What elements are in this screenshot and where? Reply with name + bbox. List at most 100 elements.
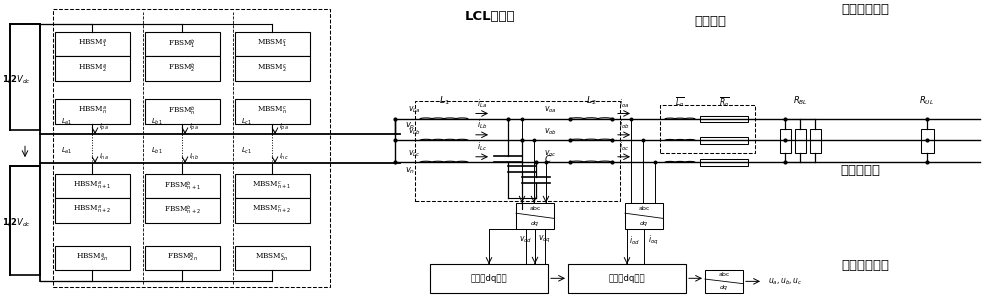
- Bar: [234, 174, 310, 198]
- Bar: [54, 56, 130, 81]
- Text: HBSM$^a_{2n}$: HBSM$^a_{2n}$: [76, 252, 108, 264]
- Text: MBSM$^c_1$: MBSM$^c_1$: [257, 38, 287, 50]
- Text: $v_p$: $v_p$: [405, 121, 415, 132]
- Bar: [234, 99, 310, 124]
- Text: $L_{b1}$: $L_{b1}$: [151, 117, 163, 127]
- Text: FBSM$^b_1$: FBSM$^b_1$: [168, 38, 196, 51]
- Text: HBSM$^a_n$: HBSM$^a_n$: [78, 105, 106, 117]
- Text: abc: abc: [638, 206, 650, 211]
- Bar: [234, 246, 310, 270]
- Text: FBSM$^b_{n+1}$: FBSM$^b_{n+1}$: [164, 179, 200, 193]
- Bar: [625, 203, 663, 229]
- Text: FBSM$^b_n$: FBSM$^b_n$: [168, 105, 196, 118]
- Text: LCL滤波器: LCL滤波器: [465, 10, 515, 23]
- Bar: [144, 99, 220, 124]
- Text: FBSM$^b_{2n}$: FBSM$^b_{2n}$: [167, 251, 197, 264]
- Text: MBSM$^c_n$: MBSM$^c_n$: [257, 105, 287, 117]
- Text: $v_{oc}$: $v_{oc}$: [544, 148, 556, 159]
- Bar: [660, 105, 755, 152]
- Text: FBSM$^b_2$: FBSM$^b_2$: [168, 62, 196, 75]
- Text: $L_{b1}$: $L_{b1}$: [151, 146, 163, 156]
- Bar: [144, 56, 220, 81]
- Bar: [415, 101, 620, 201]
- Text: $R_{UL}$: $R_{UL}$: [919, 94, 935, 107]
- Bar: [921, 129, 934, 152]
- Text: $L_1$: $L_1$: [439, 95, 449, 107]
- Text: 不平衡负载: 不平衡负载: [840, 164, 880, 177]
- Text: $v_{oq}$: $v_{oq}$: [538, 234, 551, 245]
- Text: abc: abc: [718, 272, 730, 278]
- Text: $\mathbf{1/2}V_{dc}$: $\mathbf{1/2}V_{dc}$: [2, 73, 31, 85]
- Text: $v_{Lc}$: $v_{Lc}$: [408, 148, 420, 159]
- Text: MBSM$^c_{n+1}$: MBSM$^c_{n+1}$: [252, 180, 292, 192]
- Text: 电流环dq控制: 电流环dq控制: [609, 274, 645, 283]
- Text: dq: dq: [640, 221, 648, 225]
- Text: MBSM$^c_{n+2}$: MBSM$^c_{n+2}$: [252, 204, 292, 217]
- Text: MBSM$^c_2$: MBSM$^c_2$: [257, 63, 287, 75]
- Text: 调制参考信号: 调制参考信号: [841, 259, 889, 272]
- Text: $v_{ob}$: $v_{ob}$: [544, 126, 556, 137]
- Text: 线路阻抗: 线路阻抗: [694, 15, 726, 28]
- Bar: [144, 246, 220, 270]
- Bar: [780, 129, 791, 152]
- Text: $i_{na}$: $i_{na}$: [99, 151, 109, 162]
- Text: $L_{c1}$: $L_{c1}$: [241, 117, 253, 127]
- Bar: [144, 198, 220, 223]
- Bar: [54, 174, 130, 198]
- Text: $i_{oa}$: $i_{oa}$: [619, 97, 629, 110]
- Text: $C$: $C$: [544, 153, 552, 164]
- Bar: [516, 203, 554, 229]
- Text: $i_{oq}$: $i_{oq}$: [648, 234, 659, 247]
- Bar: [795, 129, 806, 152]
- Text: dq: dq: [720, 285, 728, 290]
- Bar: [144, 174, 220, 198]
- Text: $i_{nb}$: $i_{nb}$: [189, 151, 199, 162]
- Text: $L_{a1}$: $L_{a1}$: [61, 117, 73, 127]
- Text: $L_{a1}$: $L_{a1}$: [61, 146, 73, 156]
- Text: $v_{od}$: $v_{od}$: [519, 234, 532, 245]
- Text: $i_{od}$: $i_{od}$: [629, 234, 640, 247]
- Text: $i_{nc}$: $i_{nc}$: [279, 151, 289, 162]
- Bar: [54, 198, 130, 223]
- Text: 电压环dq控制: 电压环dq控制: [471, 274, 507, 283]
- Bar: [234, 56, 310, 81]
- Bar: [54, 99, 130, 124]
- Text: dq: dq: [531, 221, 539, 225]
- Text: $L_{c1}$: $L_{c1}$: [241, 146, 253, 156]
- Bar: [700, 116, 748, 122]
- Text: $\overline{R_n}$: $\overline{R_n}$: [719, 96, 729, 109]
- Text: abc: abc: [529, 206, 541, 211]
- Bar: [54, 246, 130, 270]
- Text: HBSM$^a_{n+1}$: HBSM$^a_{n+1}$: [73, 180, 111, 192]
- Text: HBSM$^a_1$: HBSM$^a_1$: [78, 38, 106, 50]
- Text: $i_{pa}$: $i_{pa}$: [279, 122, 289, 133]
- Text: MBSM$^c_{2n}$: MBSM$^c_{2n}$: [255, 252, 289, 264]
- Bar: [568, 264, 686, 293]
- Text: $v_{oa}$: $v_{oa}$: [544, 105, 556, 115]
- Text: $\overline{L_n}$: $\overline{L_n}$: [675, 96, 685, 109]
- Bar: [234, 32, 310, 56]
- Text: $i_{oc}$: $i_{oc}$: [619, 141, 629, 153]
- Bar: [430, 264, 548, 293]
- Text: $v_n$: $v_n$: [405, 166, 415, 176]
- Bar: [705, 270, 743, 293]
- Text: $L_2$: $L_2$: [586, 95, 596, 107]
- Text: $\mathbf{1/2}V_{dc}$: $\mathbf{1/2}V_{dc}$: [2, 217, 31, 229]
- Text: $u_a,u_b,u_c$: $u_a,u_b,u_c$: [768, 276, 802, 287]
- Bar: [234, 198, 310, 223]
- Text: FBSM$^b_{n+2}$: FBSM$^b_{n+2}$: [164, 204, 200, 217]
- Bar: [700, 159, 748, 166]
- Bar: [700, 137, 748, 144]
- Bar: [810, 129, 820, 152]
- Text: $i_{ob}$: $i_{ob}$: [619, 119, 629, 131]
- Text: $i_{La}$: $i_{La}$: [477, 97, 487, 110]
- Text: $i_{pa}$: $i_{pa}$: [189, 122, 199, 133]
- Text: $R_{BL}$: $R_{BL}$: [793, 94, 807, 107]
- Text: $i_{Lc}$: $i_{Lc}$: [477, 141, 487, 153]
- Text: $i_{Lb}$: $i_{Lb}$: [477, 119, 487, 131]
- Text: HBSM$^a_2$: HBSM$^a_2$: [78, 63, 106, 75]
- Text: 平衡线性负载: 平衡线性负载: [841, 3, 889, 16]
- Bar: [53, 9, 330, 287]
- Bar: [54, 32, 130, 56]
- Text: $v_{La}$: $v_{La}$: [408, 105, 420, 115]
